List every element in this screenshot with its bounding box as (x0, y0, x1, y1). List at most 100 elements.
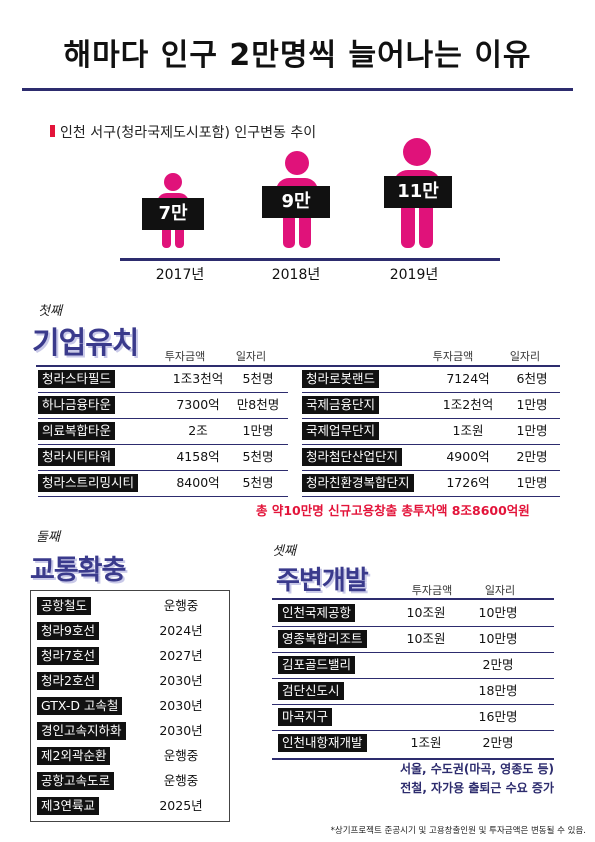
business-right-header-investment: 투자금액 (432, 350, 474, 363)
business-item-name: 청라로봇랜드 (302, 370, 380, 388)
row-divider (302, 496, 560, 497)
page-title: 해마다 인구 2만명씩 늘어나는 이유 (63, 38, 532, 73)
row-divider (272, 652, 554, 653)
business-item-name: 청라친환경복합단지 (302, 474, 414, 492)
development-project-name: 인천내항재개발 (278, 734, 367, 752)
transport-ordinal: 둘째 (36, 530, 60, 545)
development-project-jobs: 10만명 (478, 605, 518, 620)
business-item-name: 국제업무단지 (302, 422, 380, 440)
transport-route-status: 2030년 (159, 673, 203, 688)
business-left-header-investment: 투자금액 (164, 350, 206, 363)
business-item-jobs: 1만명 (516, 397, 548, 412)
transport-route-name: GTX-D 고속철 (37, 697, 123, 715)
transport-route-name: 제3연륙교 (37, 797, 99, 815)
business-item-name: 하나금융타운 (38, 396, 116, 414)
development-ordinal: 셋째 (272, 544, 296, 559)
development-project-jobs: 2만명 (482, 657, 514, 672)
business-item-jobs: 1만명 (516, 423, 548, 438)
transport-route-status: 2024년 (159, 623, 203, 638)
business-item-jobs: 만8천명 (236, 397, 280, 412)
transport-route-status: 2027년 (159, 648, 203, 663)
development-project-name: 영종복합리조트 (278, 630, 367, 648)
row-divider (38, 470, 288, 471)
business-ordinal: 첫째 (38, 304, 62, 319)
row-divider (38, 496, 288, 497)
development-project-name: 검단신도시 (278, 682, 344, 700)
row-divider (272, 678, 554, 679)
year-label-2017: 2017년 (155, 267, 205, 283)
year-label-2019: 2019년 (389, 267, 439, 283)
business-item-jobs: 2만명 (516, 449, 548, 464)
transport-route-status: 운행중 (163, 748, 199, 763)
business-item-investment: 4900억 (446, 449, 490, 464)
business-item-jobs: 5천명 (242, 371, 274, 386)
development-project-investment: 1조원 (410, 735, 442, 750)
development-table: 인천국제공항 10조원 10만명 영종복합리조트 10조원 10만명 김포골드밸… (272, 602, 554, 756)
transport-route-name: 제2외곽순환 (37, 747, 111, 765)
transport-route-name: 청라7호선 (37, 647, 99, 665)
population-subtitle: 인천 서구(청라국제도시포함) 인구변동 추이 (60, 125, 317, 141)
development-project-jobs: 16만명 (478, 709, 518, 724)
transport-route-status: 운행중 (163, 598, 199, 613)
development-project-name: 인천국제공항 (278, 604, 356, 622)
business-item-jobs: 1만명 (516, 475, 548, 490)
business-table-top-rule (36, 365, 560, 367)
business-item-investment: 4158억 (176, 449, 220, 464)
business-item-investment: 1조3천억 (172, 371, 224, 386)
business-item-investment: 7300억 (176, 397, 220, 412)
transport-route-status: 운행중 (163, 773, 199, 788)
title-underline (22, 88, 573, 91)
business-item-investment: 1조2천억 (442, 397, 494, 412)
row-divider (272, 704, 554, 705)
row-divider (272, 626, 554, 627)
transport-table: 공항철도 운행중 청라9호선 2024년 청라7호선 2027년 청라2호선 2… (30, 590, 230, 822)
development-table-top-rule (272, 598, 554, 600)
business-right-header-jobs: 일자리 (509, 350, 541, 363)
transport-route-name: 공항고속도로 (37, 772, 115, 790)
development-project-name: 마곡지구 (278, 708, 333, 726)
development-project-investment: 10조원 (406, 605, 446, 620)
footnote: *상기프로젝트 준공시기 및 고용창출인원 및 투자금액은 변동될 수 있음. (330, 826, 586, 836)
business-item-investment: 1조원 (452, 423, 484, 438)
development-note-line2: 전철, 자가용 출퇴근 수요 증가 (400, 781, 554, 795)
business-item-jobs: 6천명 (516, 371, 548, 386)
development-table-bottom-rule (272, 758, 554, 760)
business-item-jobs: 5천명 (242, 449, 274, 464)
transport-route-name: 청라9호선 (37, 622, 99, 640)
row-divider (302, 470, 560, 471)
development-project-jobs: 18만명 (478, 683, 518, 698)
business-title: 기업유치 (32, 326, 139, 361)
row-divider (38, 444, 288, 445)
development-header-investment: 투자금액 (411, 584, 453, 597)
transport-route-status: 2030년 (159, 698, 203, 713)
business-item-name: 국제금융단지 (302, 396, 380, 414)
bullet-marker (50, 125, 55, 137)
row-divider (302, 392, 560, 393)
business-item-investment: 2조 (188, 423, 208, 438)
business-table: 청라스타필드 1조3천억 5천명 청라로봇랜드 7124억 6천명 하나금융타운… (38, 370, 560, 500)
population-baseline (120, 258, 500, 261)
development-header-jobs: 일자리 (484, 584, 516, 597)
row-divider (302, 418, 560, 419)
business-item-jobs: 5천명 (242, 475, 274, 490)
development-project-investment: 10조원 (406, 631, 446, 646)
row-divider (272, 730, 554, 731)
row-divider (38, 392, 288, 393)
development-project-jobs: 10만명 (478, 631, 518, 646)
business-item-investment: 8400억 (176, 475, 220, 490)
business-item-name: 청라스트리밍시티 (38, 474, 139, 492)
transport-title: 교통확충 (30, 555, 126, 586)
population-badge-2019: 11만 (384, 176, 452, 208)
business-total-note: 총 약10만명 신규고용창출 총투자액 8조8600억원 (256, 503, 530, 518)
business-item-investment: 7124억 (446, 371, 490, 386)
development-project-name: 김포골드밸리 (278, 656, 356, 674)
transport-route-name: 경인고속지하화 (37, 722, 126, 740)
transport-route-status: 2030년 (159, 723, 203, 738)
development-title: 주변개발 (276, 566, 369, 596)
development-project-jobs: 2만명 (482, 735, 514, 750)
transport-route-status: 2025년 (159, 798, 203, 813)
year-label-2018: 2018년 (271, 267, 321, 283)
population-badge-2017: 7만 (142, 198, 204, 230)
business-item-name: 청라첨단산업단지 (302, 448, 403, 466)
transport-route-name: 청라2호선 (37, 672, 99, 690)
